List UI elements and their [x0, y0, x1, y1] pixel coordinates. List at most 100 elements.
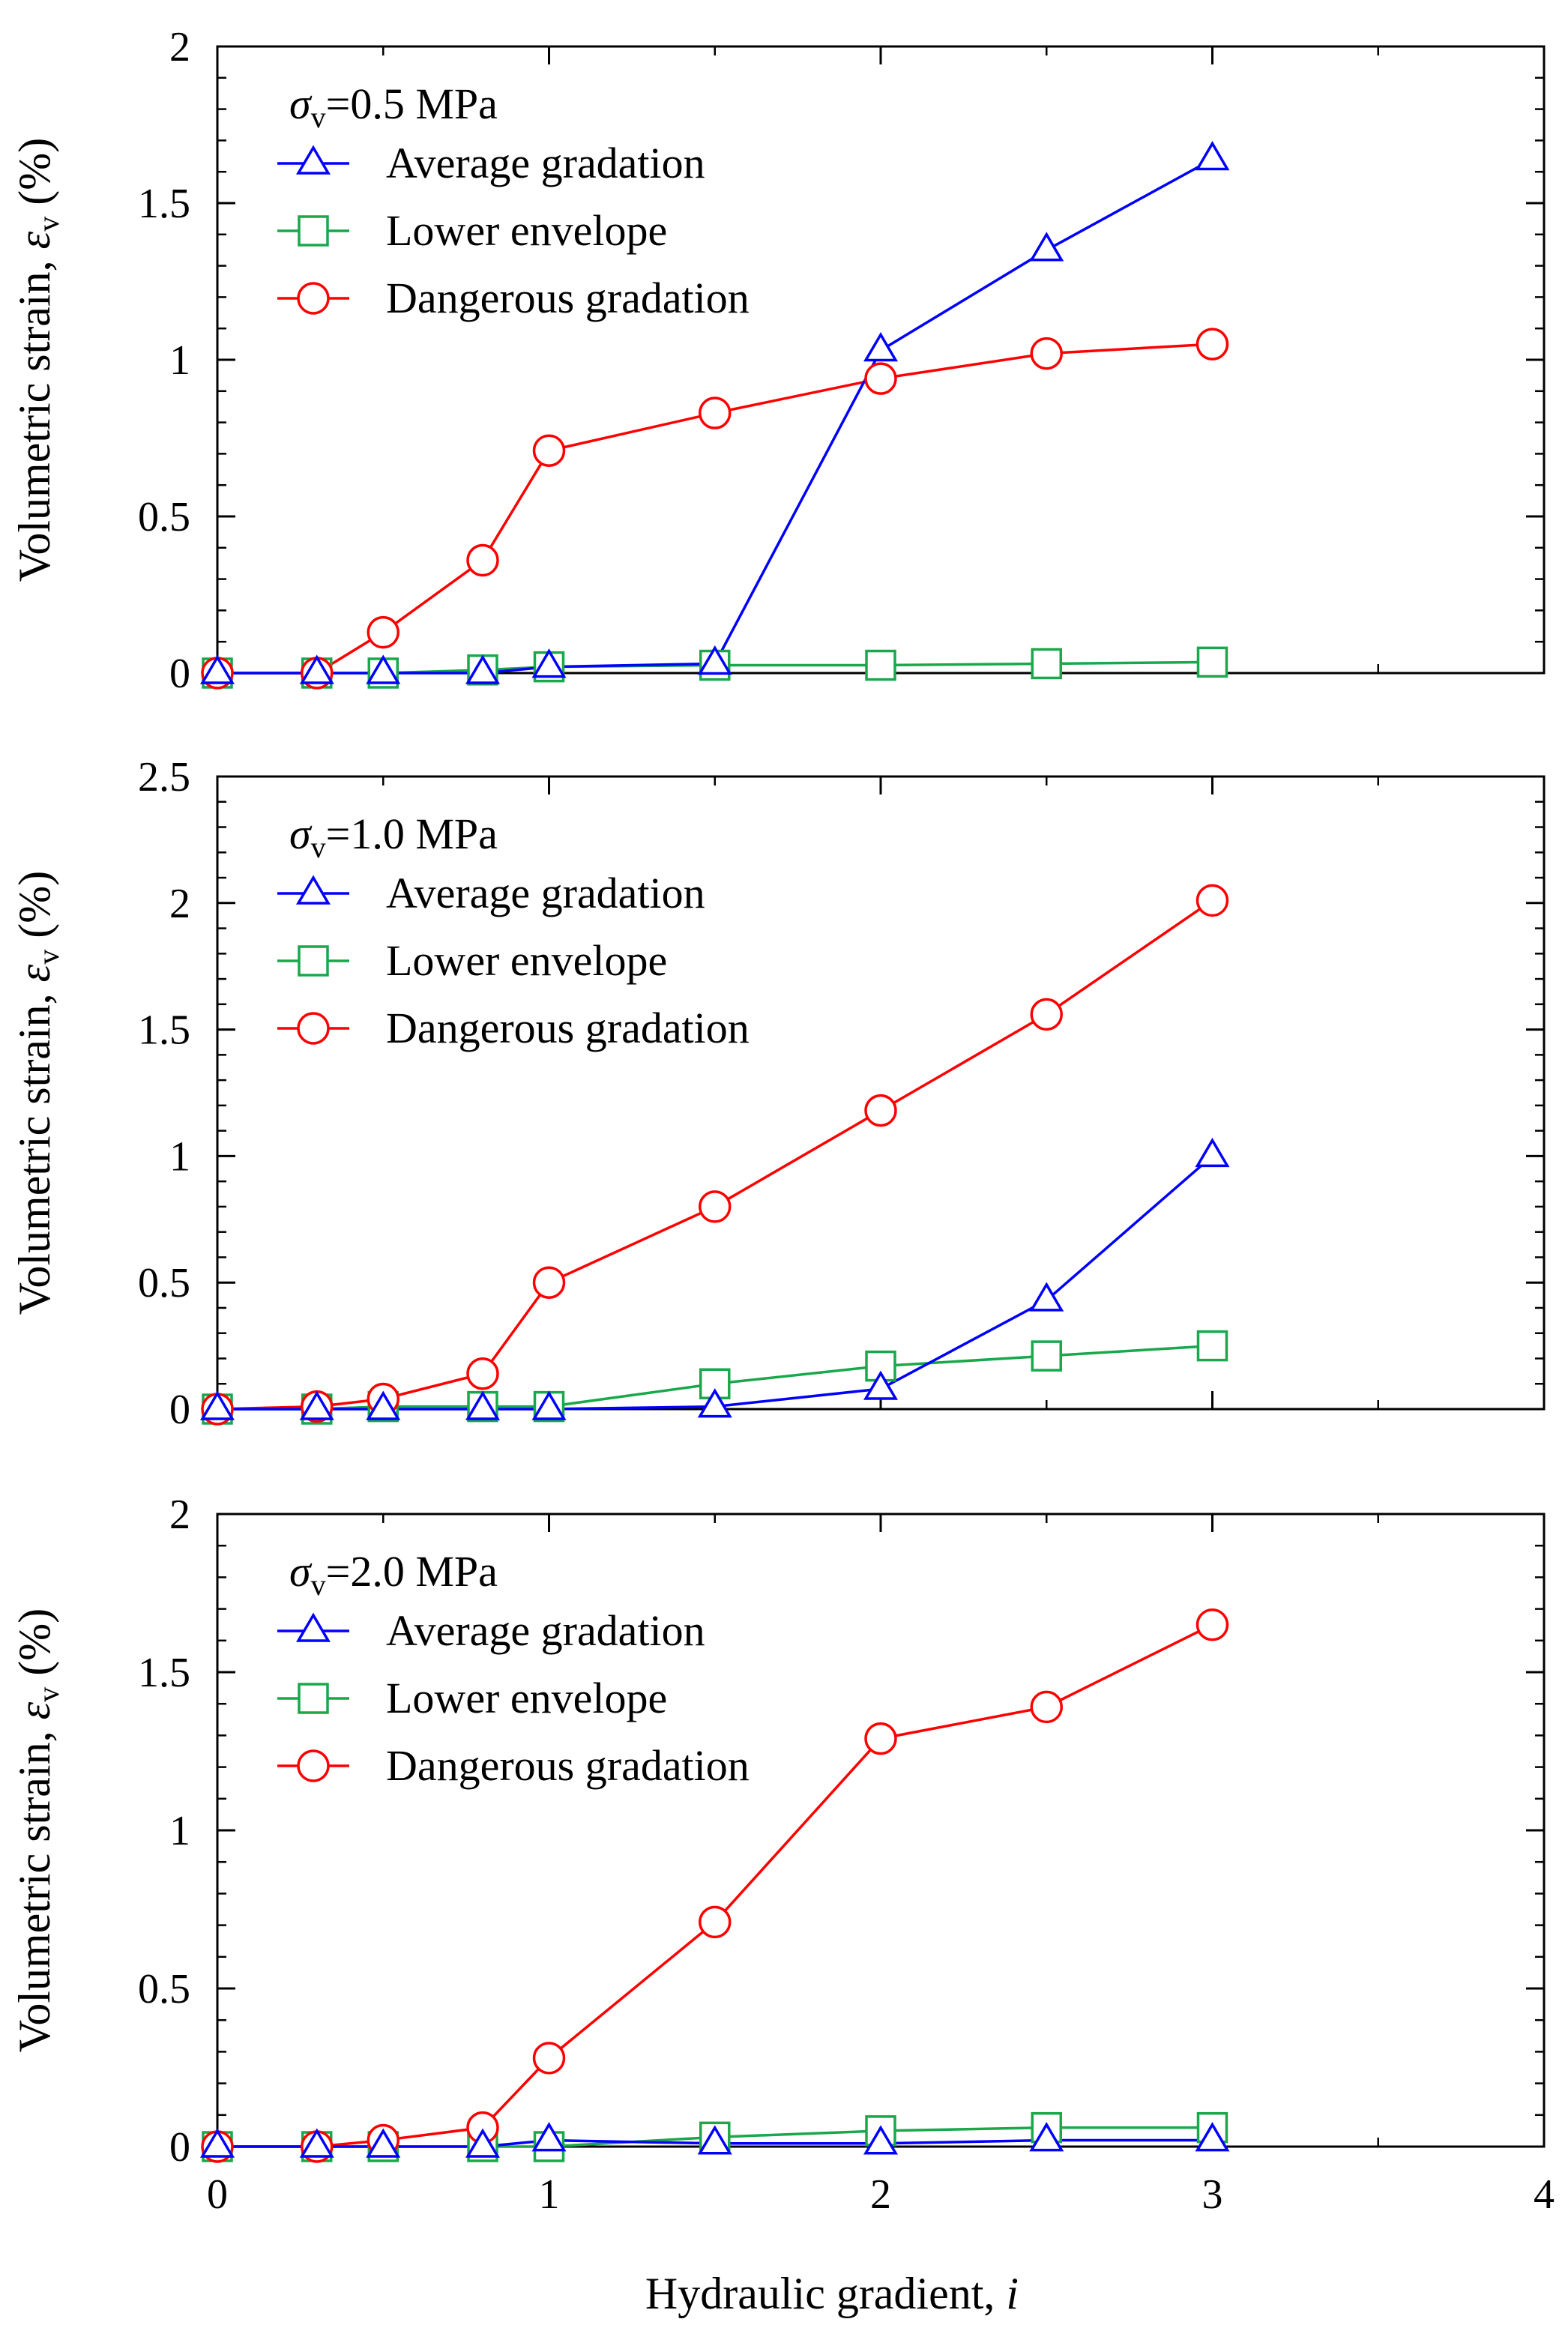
panel-1-point-square	[1031, 648, 1062, 680]
stress-subscript: v	[311, 830, 326, 864]
panel-1-y-tick-label: 1	[169, 337, 190, 384]
panel-2-point-triangle	[366, 1390, 401, 1420]
panel-1-legend-marker	[297, 282, 330, 315]
panel-1-point-square	[865, 649, 896, 681]
panel-3-point-triangle	[1029, 2122, 1064, 2152]
panel-2-point-triangle	[465, 1390, 501, 1420]
panel-3-point-triangle	[863, 2125, 899, 2155]
x-axis-title-variable: i	[1006, 2269, 1019, 2318]
panel-3-legend-marker	[295, 1612, 331, 1642]
panel-3-point-triangle	[465, 2128, 501, 2158]
stress-symbol: σ	[289, 1547, 313, 1596]
panel-3-y-tick-label: 2	[169, 1492, 190, 1538]
x-tick-label: 2	[870, 2171, 891, 2218]
panel-2-point-square	[1031, 1340, 1062, 1372]
panel-2-point-circle	[699, 1190, 732, 1223]
panel-1-legend-label: Lower envelope	[386, 206, 667, 255]
panel-1-legend-label: Average gradation	[386, 139, 705, 187]
panel-2-point-triangle	[863, 1370, 899, 1400]
panel-2-point-circle	[466, 1357, 499, 1390]
panel-3-point-circle	[1030, 1690, 1063, 1724]
panel-3-legend-label: Average gradation	[386, 1606, 705, 1655]
panel-2-point-circle	[1195, 884, 1229, 917]
panel-3-point-circle	[532, 2042, 566, 2075]
panel-3-point-triangle	[366, 2128, 401, 2158]
panel-2-point-triangle	[1029, 1282, 1064, 1312]
y-axis-title-symbol: ε	[10, 1701, 59, 1719]
y-axis-title-suffix: (%)	[10, 138, 59, 217]
panel-2-y-tick-label: 2	[169, 881, 190, 927]
panel-1-point-triangle	[366, 654, 401, 684]
stress-subscript: v	[311, 100, 326, 134]
panel-2-y-tick-label: 2.5	[138, 754, 190, 800]
y-axis-title-suffix: (%)	[10, 871, 59, 950]
y-axis-title-symbol: ε	[10, 964, 59, 982]
panel-3-point-triangle	[299, 2128, 334, 2158]
panel-1-point-triangle	[1195, 141, 1230, 171]
panel-1-point-circle	[367, 615, 399, 649]
panel-2-legend-marker	[297, 1012, 330, 1045]
panel-3-point-circle	[699, 1905, 732, 1939]
panel-3-point-triangle	[199, 2128, 235, 2158]
panel-1-y-axis-title: Volumetric strain, εv (%)	[10, 138, 65, 582]
y-axis-title-prefix: Volumetric strain,	[10, 249, 59, 582]
panel-3-y-axis-title: Volumetric strain, εv (%)	[10, 1608, 65, 2052]
x-tick-label: 3	[1202, 2171, 1223, 2218]
panel-3-series-line-circle	[217, 1623, 1213, 2148]
panel-1-point-circle	[1195, 328, 1229, 361]
y-axis-title-subscript: v	[31, 950, 65, 965]
panel-2-y-tick-label: 0.5	[138, 1260, 190, 1306]
panel-3-point-circle	[864, 1722, 897, 1755]
panel-1-y-tick-label: 1.5	[138, 181, 190, 227]
y-axis-title-subscript: v	[31, 1687, 65, 1702]
x-axis-title: Hydraulic gradient, i	[645, 2269, 1019, 2318]
panel-3-point-triangle	[697, 2125, 732, 2155]
y-axis-title-prefix: Volumetric strain,	[10, 982, 59, 1315]
panel-3-point-triangle	[1195, 2122, 1230, 2152]
panel-1-point-triangle	[531, 648, 567, 678]
panel-2-legend-marker	[295, 875, 331, 905]
panel-1-series-line-circle	[217, 343, 1213, 675]
panel-1-point-triangle	[199, 654, 235, 684]
panel-2-point-circle	[1030, 998, 1063, 1031]
stress-symbol: σ	[289, 809, 313, 858]
panel-2-point-circle	[532, 1266, 566, 1299]
x-tick-label: 1	[539, 2171, 560, 2218]
panel-1-point-triangle	[863, 332, 899, 362]
panel-2-y-tick-label: 1.5	[138, 1007, 190, 1054]
panel-1-legend-marker	[295, 145, 331, 175]
panel-3-legend-label: Lower envelope	[386, 1674, 667, 1722]
stress-symbol: σ	[289, 79, 313, 128]
panel-2-legend-label: Average gradation	[386, 869, 705, 917]
panel-3-y-tick-label: 0	[169, 2124, 190, 2171]
y-axis-title-subscript: v	[31, 217, 65, 232]
panel-1-point-circle	[699, 396, 732, 429]
panel-2-legend-marker	[298, 945, 329, 977]
panel-2-y-tick-label: 0	[169, 1387, 190, 1433]
stress-value: =0.5 MPa	[326, 79, 498, 128]
panel-1-point-circle	[1030, 337, 1063, 370]
panel-2-series-line-circle	[217, 899, 1213, 1411]
panel-1-legend-label: Dangerous gradation	[386, 274, 750, 322]
panel-1-y-tick-label: 2	[169, 24, 190, 70]
panel-2-point-square	[865, 1350, 896, 1382]
panel-1-point-circle	[864, 362, 897, 395]
stress-value: =2.0 MPa	[326, 1547, 498, 1596]
panel-2-legend-label: Dangerous gradation	[386, 1004, 750, 1052]
panel-1-point-triangle	[1029, 232, 1064, 262]
panel-2-point-triangle	[199, 1390, 235, 1420]
panel-3-point-circle	[1195, 1608, 1229, 1641]
panel-1-point-triangle	[697, 645, 732, 675]
panel-1-point-circle	[532, 434, 566, 467]
panel-3-stress-label: σv=2.0 MPa	[289, 1547, 498, 1602]
x-tick-label: 0	[207, 2171, 228, 2218]
panel-2-point-circle	[864, 1094, 897, 1127]
panel-2-y-tick-label: 1	[169, 1133, 190, 1180]
panel-1-y-tick-label: 0	[169, 651, 190, 697]
panel-1-point-triangle	[465, 654, 501, 684]
panel-2-point-triangle	[531, 1390, 567, 1420]
panel-1-stress-label: σv=0.5 MPa	[289, 79, 498, 134]
